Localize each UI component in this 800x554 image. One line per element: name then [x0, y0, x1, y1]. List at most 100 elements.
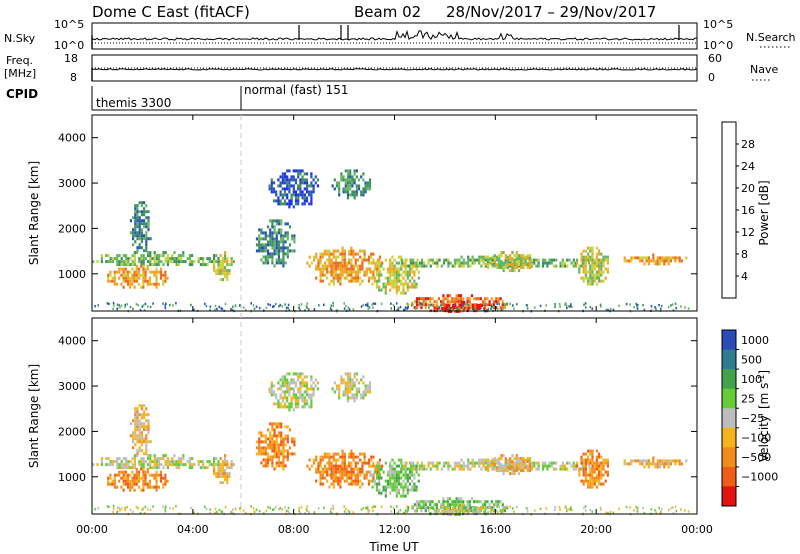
echo-cell	[401, 461, 404, 465]
echo-cell	[202, 466, 205, 470]
echo-cell	[122, 273, 125, 277]
echo-cell	[136, 407, 139, 411]
echo-cell	[202, 257, 205, 261]
echo-cell	[591, 449, 594, 453]
echo-cell	[337, 482, 340, 486]
echo-cell	[153, 282, 156, 286]
echo-cell	[171, 254, 174, 258]
echo-cell	[133, 251, 136, 255]
echo-cell	[147, 216, 150, 220]
echo-cell	[402, 282, 405, 286]
echo-cell	[665, 259, 668, 263]
echo-cell	[303, 375, 306, 379]
speckle-cell	[368, 509, 371, 512]
echo-cell	[589, 282, 592, 286]
speckle-cell	[583, 303, 585, 306]
echo-cell	[356, 476, 360, 480]
echo-cell	[582, 279, 585, 283]
echo-cell	[495, 461, 498, 465]
speckle-cell	[458, 306, 460, 310]
echo-cell	[143, 222, 146, 226]
echo-cell	[319, 461, 322, 465]
speckle-cell	[462, 306, 465, 309]
echo-cell	[301, 181, 304, 185]
echo-cell	[350, 476, 353, 480]
echo-cell	[131, 485, 134, 489]
echo-cell	[271, 437, 274, 441]
echo-cell	[344, 372, 347, 376]
echo-cell	[593, 482, 596, 486]
echo-cell	[495, 469, 499, 473]
echo-cell	[366, 384, 369, 388]
echo-cell	[467, 510, 470, 513]
echo-cell	[350, 461, 353, 465]
speckle-cell	[204, 505, 206, 508]
echo-cell	[478, 307, 481, 310]
echo-cell	[678, 256, 681, 260]
echo-cell	[645, 459, 648, 463]
echo-cell	[282, 461, 285, 465]
echo-cell	[142, 263, 145, 267]
echo-cell	[308, 387, 311, 391]
echo-cell	[365, 470, 368, 474]
echo-cell	[397, 476, 401, 480]
speckle-cell	[545, 507, 548, 510]
speckle-cell	[267, 506, 269, 509]
echo-cell	[288, 249, 292, 253]
echo-cell	[589, 476, 592, 480]
echo-cell	[286, 196, 289, 200]
speckle-cell	[463, 302, 465, 305]
speckle-cell	[234, 305, 237, 308]
echo-cell	[275, 246, 278, 250]
echo-cell	[402, 467, 405, 471]
echo-cell	[658, 262, 661, 266]
speckle-cell	[496, 308, 499, 311]
echo-cell	[272, 402, 276, 406]
echo-cell	[491, 263, 494, 267]
speckle-cell	[255, 508, 258, 511]
echo-cell	[349, 372, 352, 376]
echo-cell	[224, 254, 227, 258]
echo-cell	[406, 491, 409, 495]
echo-cell	[375, 270, 379, 274]
echo-cell	[330, 455, 333, 459]
echo-cell	[584, 267, 587, 271]
echo-cell	[643, 459, 646, 463]
echo-cell	[455, 500, 458, 504]
speckle-cell	[516, 506, 518, 509]
echo-cell	[120, 485, 123, 489]
echo-cell	[330, 252, 333, 256]
echo-cell	[351, 178, 354, 182]
echo-cell	[515, 263, 518, 267]
colorbar-segment	[722, 369, 736, 390]
speckle-cell	[273, 508, 275, 511]
echo-cell	[365, 461, 368, 465]
echo-cell	[352, 276, 355, 280]
echo-cell	[509, 457, 512, 461]
echo-cell	[350, 246, 353, 250]
echo-cell	[224, 272, 227, 276]
echo-cell	[541, 467, 545, 471]
echo-cell	[591, 470, 594, 474]
echo-cell	[326, 252, 329, 256]
speckle-cell	[672, 512, 675, 515]
echo-cell	[286, 384, 289, 388]
echo-cell	[109, 260, 112, 264]
speckle-cell	[410, 507, 413, 510]
date-range: 28/Nov/2017 – 29/Nov/2017	[446, 3, 656, 21]
echo-cell	[389, 264, 392, 268]
speckle-cell	[112, 510, 114, 514]
echo-cell	[511, 463, 514, 467]
echo-cell	[177, 460, 180, 464]
freq-trace	[91, 67, 698, 81]
echo-cell	[271, 428, 274, 432]
echo-cell	[206, 466, 209, 470]
echo-cell	[136, 246, 139, 250]
speckle-cell	[190, 506, 192, 510]
echo-cell	[346, 193, 350, 197]
echo-cell	[115, 282, 119, 286]
echo-cell	[544, 258, 547, 262]
speckle-cell	[501, 510, 504, 514]
echo-cell	[272, 390, 276, 394]
echo-cell	[402, 270, 405, 274]
